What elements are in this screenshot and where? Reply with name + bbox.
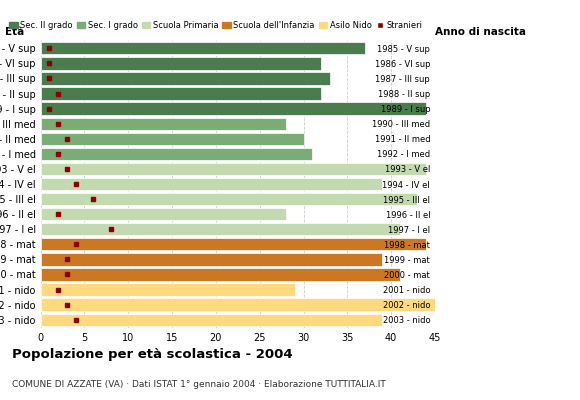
Bar — [41, 72, 330, 85]
Bar — [41, 102, 426, 115]
Text: COMUNE DI AZZATE (VA) · Dati ISTAT 1° gennaio 2004 · Elaborazione TUTTITALIA.IT: COMUNE DI AZZATE (VA) · Dati ISTAT 1° ge… — [12, 380, 385, 389]
Bar — [41, 57, 321, 70]
Bar — [41, 132, 303, 145]
Bar — [41, 42, 365, 54]
Text: Anno di nascita: Anno di nascita — [435, 27, 526, 37]
Bar — [41, 193, 418, 205]
Bar — [41, 314, 382, 326]
Bar — [41, 253, 382, 266]
Bar — [41, 178, 382, 190]
Bar — [41, 268, 400, 281]
Text: Popolazione per età scolastica - 2004: Popolazione per età scolastica - 2004 — [12, 348, 292, 361]
Bar — [41, 208, 286, 220]
Bar — [41, 298, 435, 311]
Bar — [41, 283, 295, 296]
Bar — [41, 87, 321, 100]
Bar — [41, 118, 286, 130]
Bar — [41, 238, 426, 250]
Bar — [41, 163, 426, 175]
Text: Età: Età — [5, 27, 24, 37]
Bar — [41, 148, 312, 160]
Legend: Sec. II grado, Sec. I grado, Scuola Primaria, Scuola dell'Infanzia, Asilo Nido, : Sec. II grado, Sec. I grado, Scuola Prim… — [9, 21, 422, 30]
Bar — [41, 223, 400, 236]
